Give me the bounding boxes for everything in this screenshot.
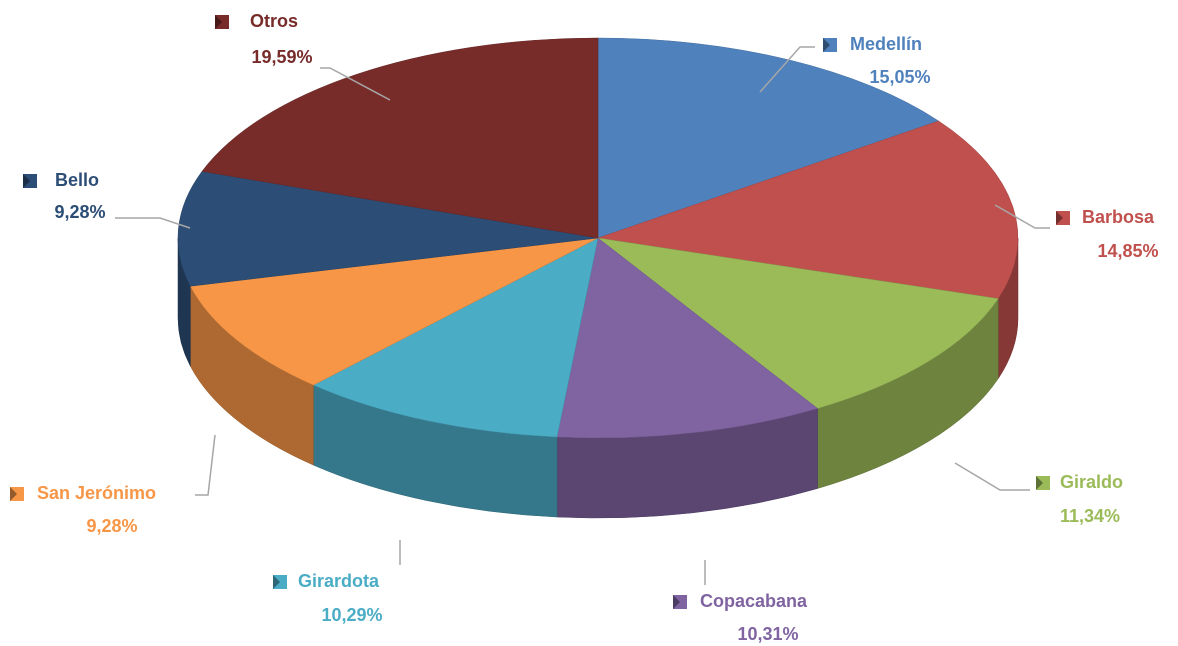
label-marker-shade <box>1056 211 1063 225</box>
label-name: Copacabana <box>700 591 808 611</box>
label-name: Bello <box>55 170 99 190</box>
label-marker-shade <box>10 487 17 501</box>
label-name: Medellín <box>850 34 922 54</box>
slice <box>201 37 599 239</box>
label-value: 11,34% <box>1060 506 1120 526</box>
label-name: Otros <box>250 11 298 31</box>
slice <box>189 237 599 386</box>
leader-line <box>759 46 815 93</box>
label-value: 9,28% <box>54 202 105 222</box>
label-value: 19,59% <box>251 47 312 67</box>
label-value: 10,29% <box>321 605 382 625</box>
slice <box>597 120 1019 299</box>
label-marker-shade <box>215 15 222 29</box>
label-marker-shade <box>823 38 830 52</box>
slice <box>556 237 819 439</box>
leader-line <box>115 217 191 229</box>
label-value: 15,05% <box>869 67 930 87</box>
label-marker-shade <box>273 575 280 589</box>
label-name: Girardota <box>298 571 380 591</box>
label-name: San Jerónimo <box>37 483 156 503</box>
label-value: 14,85% <box>1097 241 1158 261</box>
label-value: 10,31% <box>737 624 798 644</box>
label-marker-shade <box>1036 476 1043 490</box>
label-marker-shade <box>673 595 680 609</box>
slice <box>312 237 599 438</box>
leader-line <box>954 462 1030 491</box>
leader-line <box>195 434 216 496</box>
leader-line <box>320 67 391 101</box>
label-name: Giraldo <box>1060 472 1123 492</box>
slice <box>177 171 599 287</box>
slice <box>597 237 999 409</box>
label-value: 9,28% <box>86 516 137 536</box>
label-name: Barbosa <box>1082 207 1155 227</box>
leader-line <box>994 204 1050 229</box>
label-marker-shade <box>23 174 30 188</box>
